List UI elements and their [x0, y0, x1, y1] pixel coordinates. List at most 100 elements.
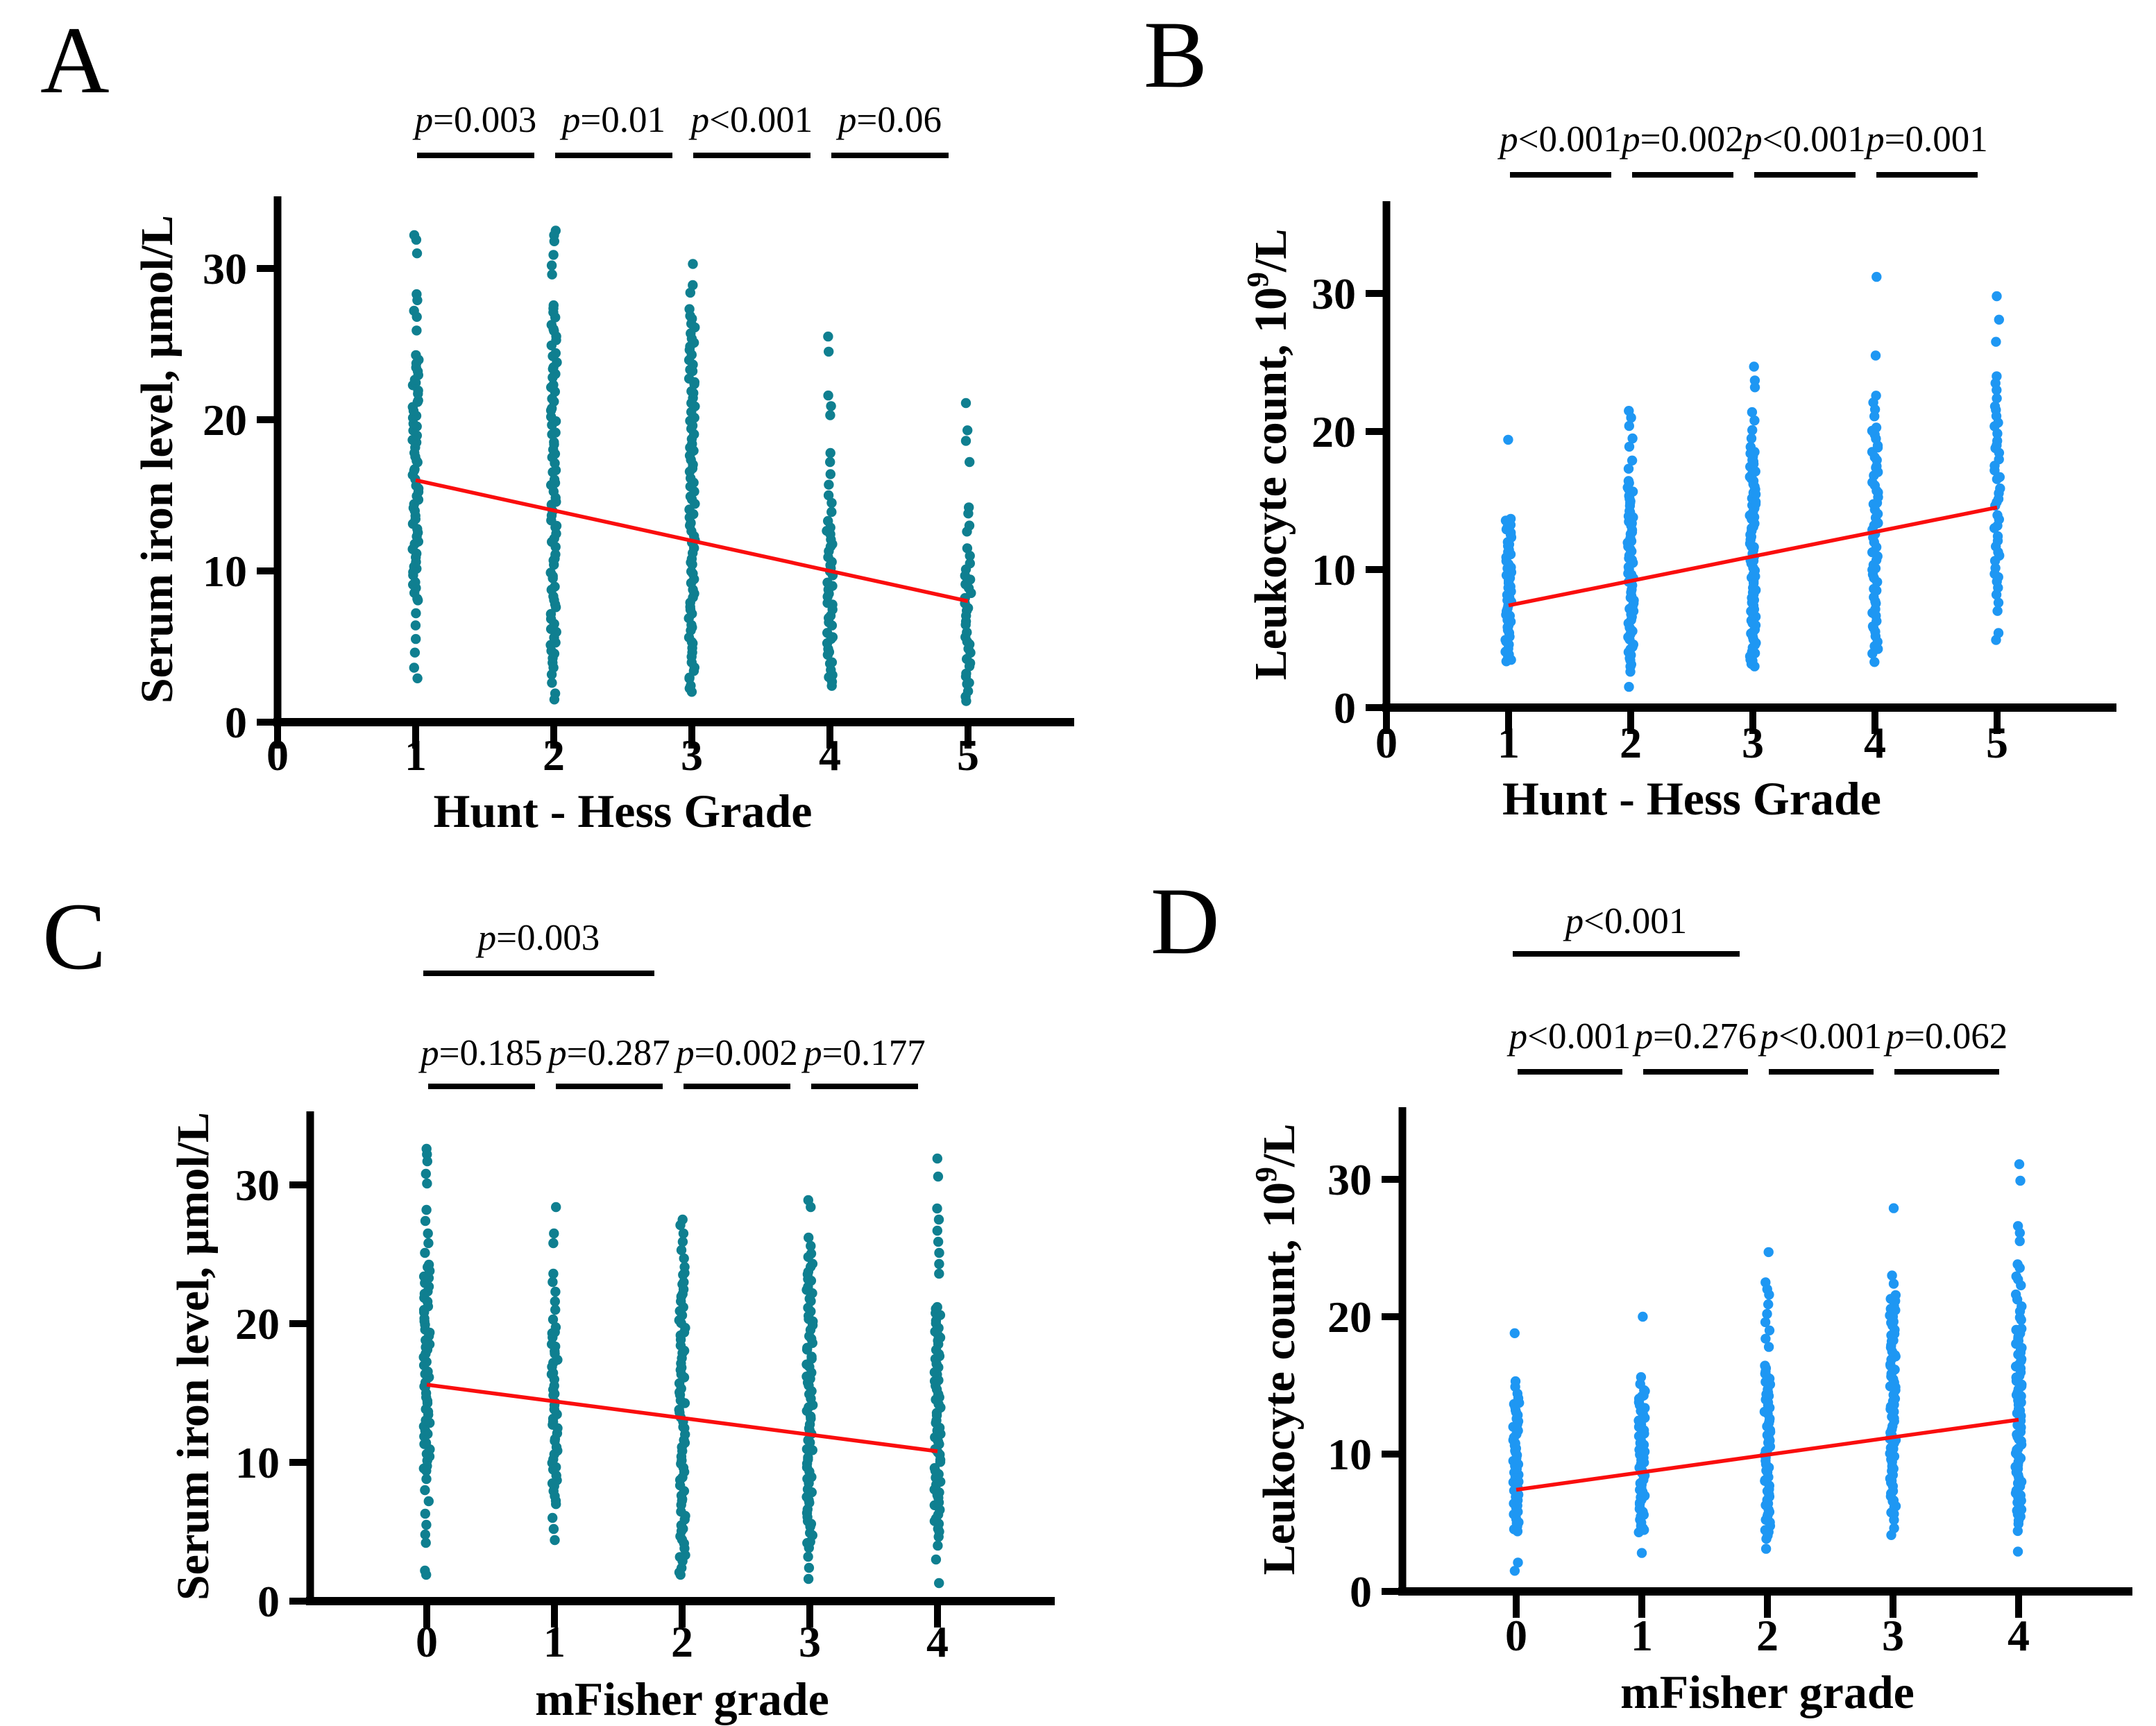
- significance-bracket: p<0.001: [1497, 119, 1622, 178]
- data-point: [421, 1569, 432, 1580]
- data-point: [933, 1236, 944, 1247]
- significance-brackets: p=0.003 p=0.185 p=0.287 p=0.002 p=0.177: [418, 918, 926, 1089]
- panel-letter: C: [42, 883, 106, 989]
- data-point: [825, 447, 835, 459]
- data-point: [1871, 422, 1882, 433]
- trend-line: [415, 478, 969, 604]
- data-points-group-3: [1885, 1203, 1901, 1540]
- data-point: [960, 436, 971, 446]
- axes: 0 10 20 30 0 1 2 3 4: [1327, 1107, 2132, 1660]
- x-tick-label: 4: [2008, 1611, 2030, 1660]
- significance-bracket: p=0.06: [831, 100, 949, 158]
- significance-bracket: p=0.287: [545, 1033, 670, 1089]
- data-point: [1763, 1299, 1774, 1310]
- data-point: [1513, 1557, 1523, 1568]
- y-tick-label: 10: [1312, 545, 1356, 595]
- data-point: [806, 1248, 817, 1259]
- data-point: [803, 1452, 813, 1463]
- data-point: [825, 410, 835, 420]
- data-point: [934, 1578, 944, 1589]
- p-value-label: p=0.001: [1863, 119, 1988, 160]
- p-value-label: p<0.001: [688, 100, 813, 140]
- data-point: [1512, 1388, 1522, 1399]
- data-points: [1500, 271, 2005, 692]
- data-points-group-5: [960, 398, 976, 706]
- data-point: [961, 696, 971, 706]
- data-point: [423, 1496, 434, 1507]
- y-axis-title: Leukocyte count, 109/L: [1241, 229, 1296, 681]
- data-points: [1508, 1159, 2027, 1576]
- data-point: [549, 1228, 559, 1239]
- data-point: [826, 506, 837, 518]
- data-point: [421, 1204, 432, 1215]
- data-point: [548, 300, 559, 311]
- y-tick-label: 20: [235, 1299, 280, 1349]
- p-value-label: p=0.003: [412, 100, 537, 140]
- data-points-group-2: [1759, 1247, 1776, 1554]
- data-point: [411, 234, 422, 245]
- x-tick-label: 0: [416, 1617, 438, 1666]
- data-point: [548, 250, 559, 260]
- data-points-group-3: [801, 1195, 818, 1584]
- data-point: [804, 1232, 814, 1243]
- x-tick-label: 1: [405, 730, 427, 780]
- data-point: [411, 633, 421, 644]
- significance-bracket: p<0.001: [688, 100, 813, 158]
- data-point: [1509, 1566, 1520, 1576]
- x-tick-label: 0: [1375, 718, 1398, 767]
- data-point: [420, 1247, 430, 1258]
- x-tick-label: 1: [1631, 1611, 1653, 1660]
- data-point: [804, 1562, 815, 1573]
- p-value-label: p<0.001: [1497, 119, 1622, 160]
- data-point: [409, 663, 419, 673]
- data-point: [824, 479, 834, 490]
- data-points-group-0: [418, 1143, 435, 1580]
- data-point: [550, 1296, 560, 1307]
- data-point: [1762, 1308, 1772, 1319]
- data-point: [421, 1537, 431, 1548]
- data-point: [546, 320, 557, 330]
- data-point: [2010, 1289, 2021, 1300]
- axes: 0 10 20 30 0 1 2 3 4 5: [1312, 201, 2116, 767]
- x-tick-label: 4: [1864, 718, 1886, 767]
- y-tick-label: 20: [203, 395, 247, 445]
- x-tick-label: 3: [799, 1617, 821, 1666]
- data-point: [2012, 1259, 2023, 1270]
- data-point: [1992, 606, 2003, 616]
- data-point: [934, 1258, 944, 1270]
- axes: 0 10 20 30 0 1 2 3 4 5: [203, 196, 1074, 780]
- data-point: [684, 304, 695, 314]
- data-point: [548, 1523, 559, 1535]
- data-point: [420, 1508, 430, 1519]
- data-point: [2011, 1324, 2021, 1335]
- data-point: [549, 437, 559, 447]
- y-tick-label: 0: [257, 1577, 280, 1626]
- significance-bracket: p=0.003: [423, 918, 654, 976]
- data-point: [1889, 1514, 1899, 1526]
- x-tick-label: 0: [1505, 1611, 1527, 1660]
- data-point: [550, 549, 561, 560]
- data-point: [1869, 657, 1880, 667]
- panel-letter-text: D: [1151, 868, 1220, 974]
- data-points-group-2: [674, 1214, 690, 1580]
- data-point: [963, 509, 974, 519]
- data-point: [1888, 1279, 1899, 1289]
- data-point: [2015, 1175, 2026, 1186]
- data-point: [1747, 425, 1758, 436]
- significance-bracket: p=0.062: [1883, 1016, 2008, 1075]
- data-point: [2012, 1546, 2023, 1557]
- data-point: [1992, 510, 2003, 520]
- data-point: [684, 373, 695, 384]
- data-points-group-1: [407, 230, 424, 683]
- data-point: [550, 348, 561, 359]
- y-tick-label: 0: [225, 698, 247, 747]
- data-point: [423, 1238, 434, 1249]
- data-point: [822, 577, 833, 588]
- x-tick-label: 2: [671, 1617, 693, 1666]
- p-value-label: p=0.185: [418, 1033, 543, 1073]
- data-point: [965, 551, 975, 561]
- data-point: [960, 564, 971, 574]
